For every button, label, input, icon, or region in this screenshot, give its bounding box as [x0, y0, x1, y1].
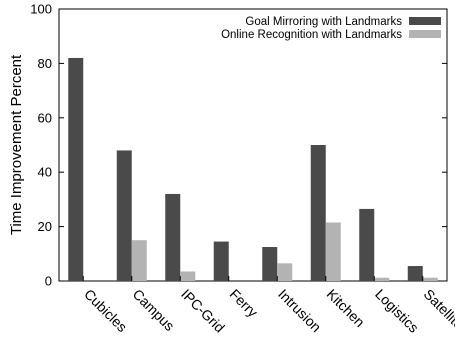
- bar-online-recognition-intrusion: [277, 263, 293, 281]
- bar-goal-mirroring-campus: [116, 150, 132, 281]
- bar-goal-mirroring-logistics: [359, 208, 375, 281]
- y-tick-label: 100: [30, 2, 52, 17]
- y-tick-label: 80: [38, 56, 52, 71]
- x-tick-label: Intrusion: [275, 286, 324, 335]
- x-tick-label: Ferry: [227, 286, 261, 320]
- x-tick-label: Satellite: [421, 286, 455, 333]
- y-axis-title: Time Improvement Percent: [8, 54, 25, 235]
- bar-goal-mirroring-kitchen: [310, 145, 326, 281]
- plot-frame: [58, 8, 448, 282]
- bar-goal-mirroring-cubicles: [68, 57, 84, 282]
- y-tick-label: 0: [45, 274, 52, 289]
- bar-goal-mirroring-satellite: [407, 266, 423, 281]
- legend-swatch: [409, 17, 441, 25]
- bar-online-recognition-campus: [131, 240, 147, 281]
- bar-online-recognition-kitchen: [325, 222, 341, 281]
- bar-goal-mirroring-ferry: [213, 241, 229, 281]
- bar-online-recognition-satellite: [422, 277, 438, 281]
- legend-swatch: [409, 30, 441, 38]
- y-tick-label: 20: [38, 219, 52, 234]
- y-tick-label: 40: [38, 165, 52, 180]
- bar-goal-mirroring-ipc-grid: [165, 193, 181, 281]
- legend-label: Goal Mirroring with Landmarks: [245, 16, 402, 28]
- legend-label: Online Recognition with Landmarks: [221, 29, 402, 41]
- y-tick-label: 60: [38, 110, 52, 125]
- x-tick-label: Logistics: [372, 286, 422, 336]
- x-tick-label: Cubicles: [81, 286, 130, 335]
- bar-goal-mirroring-intrusion: [262, 247, 278, 281]
- bar-online-recognition-ipc-grid: [180, 271, 196, 281]
- x-tick-label: Kitchen: [324, 286, 368, 330]
- x-tick-label: Campus: [130, 286, 178, 334]
- y-axis: 0 20 40 60 80 100: [30, 2, 447, 289]
- bar-online-recognition-logistics: [374, 277, 390, 281]
- bars: [68, 57, 438, 282]
- x-tick-label: IPC-Grid: [178, 286, 228, 336]
